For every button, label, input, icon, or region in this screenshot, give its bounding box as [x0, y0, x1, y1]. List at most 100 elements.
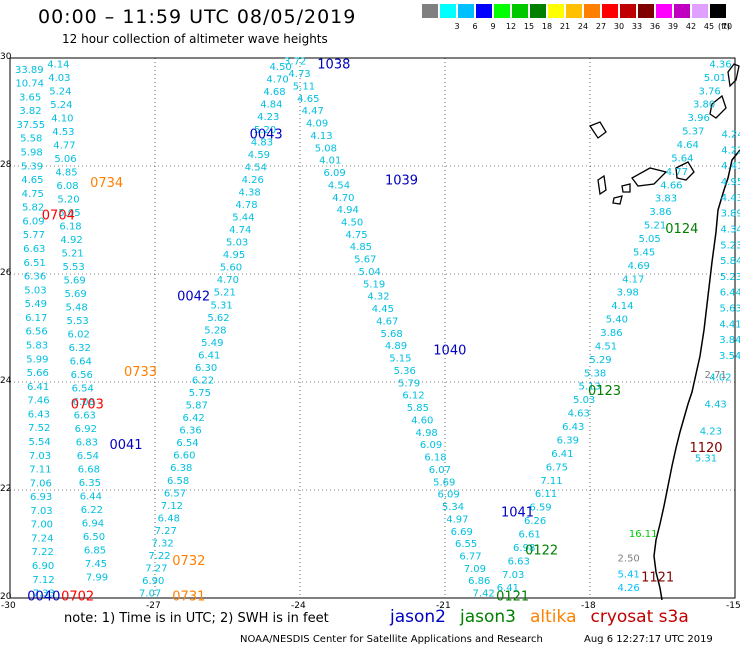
wave-height-value: 6.44: [720, 288, 740, 299]
pass-time-label: 0121: [496, 589, 529, 604]
wave-height-value: 5.69: [63, 275, 85, 286]
wave-height-value: 5.64: [671, 153, 693, 164]
wave-height-value: 6.36: [179, 426, 201, 437]
wave-height-value: 4.77: [666, 167, 688, 178]
legend-unit: (ft): [718, 22, 731, 31]
wave-height-value: 6.42: [183, 413, 205, 424]
legend-swatch: [692, 4, 708, 18]
wave-height-value: 2.71: [705, 370, 727, 381]
x-tick-label: -27: [146, 601, 161, 611]
wave-height-value: 5.45: [633, 247, 655, 258]
wave-height-value: 5.54: [29, 437, 51, 448]
y-tick-label: 28: [0, 160, 12, 170]
y-tick-label: 30: [0, 52, 12, 62]
pass-time-label: 0043: [250, 128, 283, 143]
wave-height-value: 6.09: [437, 490, 459, 501]
wave-height-value: 5.69: [433, 477, 455, 488]
wave-height-value: 4.02: [709, 373, 731, 384]
wave-height-value: 4.03: [48, 73, 70, 84]
pass-time-label: 0734: [90, 176, 123, 191]
wave-height-value: 4.75: [345, 230, 367, 241]
wave-height-value: 4.26: [618, 583, 640, 594]
legend-swatch: [602, 4, 618, 18]
wave-height-value: 4.54: [245, 162, 267, 173]
y-tick-label: 20: [0, 592, 12, 602]
wave-height-value: 4.84: [260, 100, 282, 111]
legend-label: 24: [577, 22, 589, 31]
wave-height-value: 7.07: [139, 589, 161, 600]
wave-height-value: 4.24: [721, 130, 740, 141]
satellite-name: cryosat s3a: [590, 607, 689, 627]
pass-time-labels: 1038 0043 1039 0734 0704 0042 1040 0733 0123 0124…: [27, 57, 722, 604]
wave-height-value: 5.21: [214, 288, 236, 299]
pass-time-label: 0731: [172, 589, 205, 604]
wave-height-value: 4.66: [660, 180, 682, 191]
wave-height-value: 7.00: [31, 520, 53, 531]
wave-height-value: 4.17: [622, 274, 644, 285]
wave-height-value: 7.42: [473, 589, 495, 600]
wave-height-value: 4.74: [229, 225, 251, 236]
x-tick-label: -18: [581, 601, 596, 611]
wave-height-value: 7.99: [86, 572, 108, 583]
wave-height-value: 5.04: [359, 267, 381, 278]
legend-swatch: [710, 4, 726, 18]
wave-height-value: 3.54: [719, 351, 740, 362]
wave-height-value: 5.53: [67, 316, 89, 327]
wave-height-value: 6.30: [195, 363, 217, 374]
legend-label: 27: [595, 22, 607, 31]
wave-height-value: 4.14: [47, 59, 69, 70]
wave-height-value: 4.95: [223, 250, 245, 261]
wave-height-value: 4.34: [720, 224, 740, 235]
wave-height-value: 5.82: [22, 203, 44, 214]
wave-height-value: 6.50: [83, 532, 105, 543]
wave-height-value: 3.86: [600, 328, 622, 339]
wave-height-value: 4.95: [721, 177, 740, 188]
wave-height-value: 2.50: [618, 554, 640, 565]
isolated-readings: 2.71 16.11 2.50 5.41 4.26: [618, 370, 727, 594]
wave-height-value: 4.43: [721, 193, 740, 204]
wave-height-value: 7.06: [30, 478, 52, 489]
wave-height-value: 6.51: [24, 258, 46, 269]
wave-height-value: 7.46: [27, 396, 49, 407]
wave-height-value: 6.83: [76, 437, 98, 448]
wave-height-value: 6.09: [323, 168, 345, 179]
generated-timestamp: Aug 6 12:27:17 UTC 2019: [584, 634, 713, 645]
wave-height-value: 3.86: [649, 207, 671, 218]
wave-height-value: 3.65: [19, 92, 41, 103]
pass-time-label: 0702: [61, 589, 94, 604]
wave-height-value: 5.24: [50, 100, 72, 111]
wave-height-value: 4.68: [263, 87, 285, 98]
wave-height-value: 6.69: [451, 527, 473, 538]
legend-swatch: [440, 4, 456, 18]
wave-height-value: 4.89: [385, 341, 407, 352]
footnote: note: 1) Time is in UTC; 2) SWH is in fe…: [64, 611, 329, 626]
wave-height-value: 33.89: [15, 65, 44, 76]
wave-height-value: 5.44: [232, 213, 254, 224]
wave-height-value: 7.27: [155, 526, 177, 537]
wave-height-value: 6.58: [167, 476, 189, 487]
altimeter-tracks: 4.14 4.03 5.24 5.24 4.10 4.53 4.77 5.06 4.85 6.08…: [15, 57, 740, 600]
wave-height-value: 4.65: [21, 175, 43, 186]
wave-height-value: 5.69: [64, 289, 86, 300]
wave-height-value: 5.03: [24, 285, 46, 296]
wave-height-value: 6.26: [524, 516, 546, 527]
wave-height-value: 4.67: [376, 316, 398, 327]
x-tick-label: -30: [1, 601, 16, 611]
wave-height-value: 6.36: [24, 272, 46, 283]
legend-swatch: [494, 4, 510, 18]
page-title: 00:00 – 11:59 UTC 08/05/2019: [38, 6, 357, 28]
wave-height-value: 4.50: [270, 62, 292, 73]
wave-height-value: 6.57: [164, 488, 186, 499]
wave-height-value: 5.75: [189, 388, 211, 399]
wave-height-value: 5.03: [573, 395, 595, 406]
legend-swatch: [548, 4, 564, 18]
wave-height-value: 4.60: [411, 415, 433, 426]
wave-height-value: 7.03: [30, 506, 52, 517]
wave-height-value: 6.94: [82, 518, 104, 529]
wave-height-value: 7.12: [32, 575, 54, 586]
legend-label: 39: [667, 22, 679, 31]
wave-height-value: 4.22: [721, 145, 740, 156]
legend-label: 33: [631, 22, 643, 31]
wave-height-value: 5.77: [23, 230, 45, 241]
